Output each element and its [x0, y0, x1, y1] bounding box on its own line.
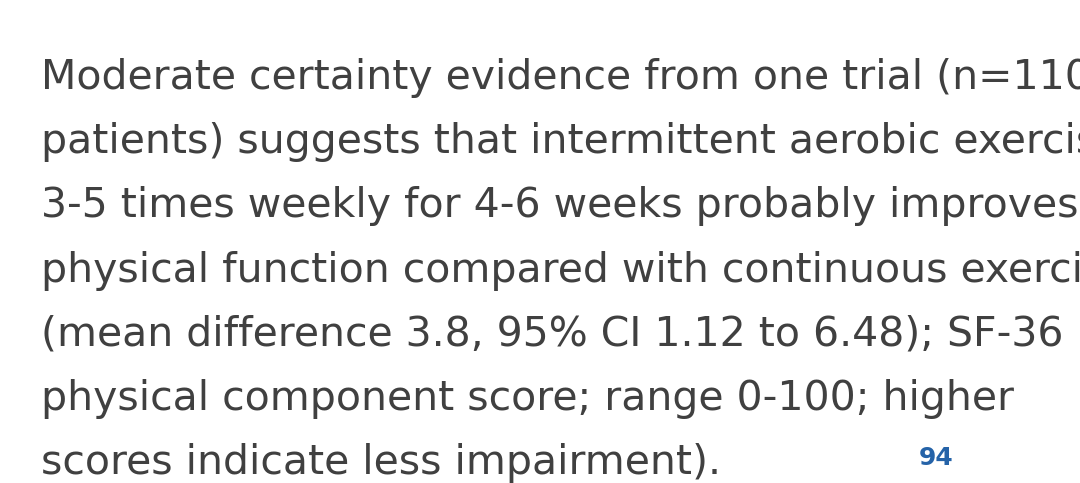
Text: physical component score; range 0-100; higher: physical component score; range 0-100; h…: [41, 379, 1014, 419]
Text: patients) suggests that intermittent aerobic exercise: patients) suggests that intermittent aer…: [41, 122, 1080, 162]
Text: 94: 94: [918, 446, 954, 470]
Text: 3-5 times weekly for 4-6 weeks probably improves: 3-5 times weekly for 4-6 weeks probably …: [41, 186, 1079, 227]
Text: Moderate certainty evidence from one trial (n=110: Moderate certainty evidence from one tri…: [41, 58, 1080, 98]
Text: physical function compared with continuous exercise: physical function compared with continuo…: [41, 251, 1080, 291]
Text: (mean difference 3.8, 95% CI 1.12 to 6.48); SF-36: (mean difference 3.8, 95% CI 1.12 to 6.4…: [41, 315, 1064, 355]
Text: scores indicate less impairment).: scores indicate less impairment).: [41, 443, 721, 483]
